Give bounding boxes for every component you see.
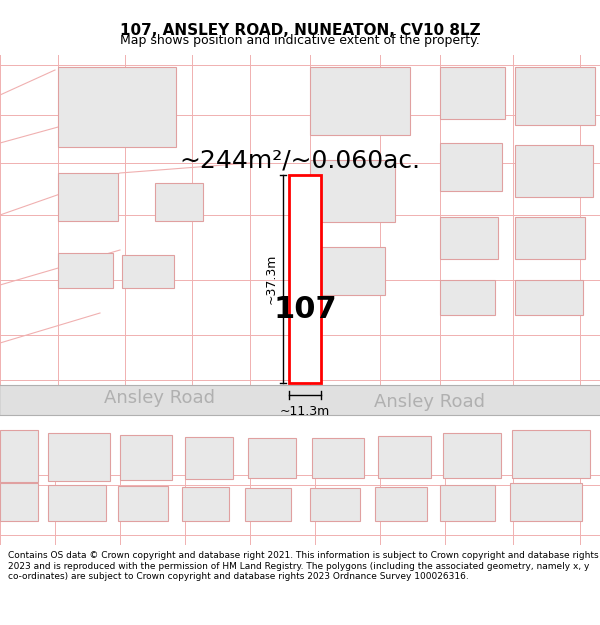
Bar [248,438,296,478]
Text: 107: 107 [274,294,337,324]
Bar [0,385,600,415]
Bar [375,487,427,521]
Bar [440,280,495,315]
Bar [440,217,498,259]
Bar [182,487,229,521]
Bar [310,67,410,135]
Bar [515,67,595,125]
Bar [120,435,172,480]
Bar [58,253,113,288]
Bar [312,438,364,478]
Bar [440,485,495,521]
Bar [515,217,585,259]
Bar [512,430,590,478]
Bar [443,433,501,478]
Bar [440,143,502,191]
Bar [515,280,583,315]
Bar [310,247,385,295]
Text: ~11.3m: ~11.3m [280,405,330,418]
Bar [155,183,203,221]
Text: Map shows position and indicative extent of the property.: Map shows position and indicative extent… [120,34,480,48]
Bar [245,488,291,521]
Bar [58,173,118,221]
Text: ~37.3m: ~37.3m [265,254,278,304]
Bar [122,255,174,288]
Bar [48,485,106,521]
Bar [310,488,360,521]
Text: Ansley Road: Ansley Road [104,389,215,407]
Bar [0,483,38,521]
Text: Contains OS data © Crown copyright and database right 2021. This information is : Contains OS data © Crown copyright and d… [8,551,598,581]
Bar [515,145,593,197]
Bar [0,430,38,482]
Bar [310,160,395,222]
Polygon shape [289,175,321,383]
Bar [118,486,168,521]
Bar [58,67,176,147]
Bar [48,433,110,481]
Bar [378,436,431,478]
Bar [510,483,582,521]
Text: ~244m²/~0.060ac.: ~244m²/~0.060ac. [179,148,421,172]
Text: Ansley Road: Ansley Road [374,393,485,411]
Bar [185,437,233,479]
Bar [440,67,505,119]
Text: 107, ANSLEY ROAD, NUNEATON, CV10 8LZ: 107, ANSLEY ROAD, NUNEATON, CV10 8LZ [119,23,481,38]
